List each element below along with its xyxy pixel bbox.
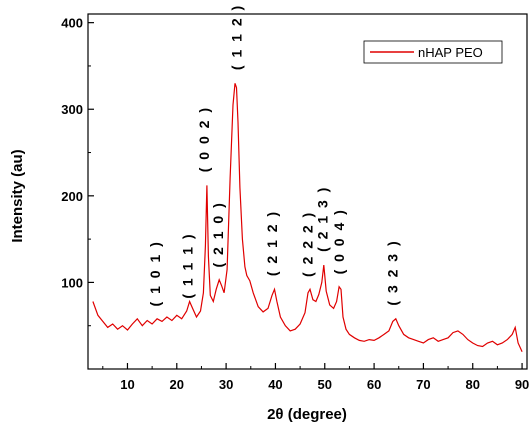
x-tick-label: 70 [416, 377, 430, 392]
x-tick-label: 10 [120, 377, 134, 392]
peak-label: ( 1 0 1 ) [147, 240, 163, 306]
x-tick-label: 80 [466, 377, 480, 392]
peak-label: ( 2 1 3 ) [314, 186, 330, 252]
x-tick-label: 30 [219, 377, 233, 392]
peak-label: ( 3 2 3 ) [385, 239, 401, 305]
peak-label: ( 1 1 1 ) [179, 232, 195, 298]
y-tick-label: 400 [61, 16, 83, 31]
y-tick-label: 100 [61, 275, 83, 290]
peak-label: ( 2 1 0 ) [210, 201, 226, 267]
legend-label: nHAP PEO [418, 45, 483, 60]
x-tick-label: 90 [515, 377, 529, 392]
y-axis-label: Intensity (au) [9, 149, 26, 242]
legend: nHAP PEO [363, 40, 503, 64]
peak-label: ( 0 0 4 ) [331, 208, 347, 274]
x-tick-label: 60 [367, 377, 381, 392]
peak-label: ( 2 1 2 ) [264, 210, 280, 276]
x-tick-label: 50 [318, 377, 332, 392]
y-tick-label: 200 [61, 189, 83, 204]
peak-label: ( 1 1 2 ) [229, 4, 245, 70]
series-line-nhap-peo [92, 83, 523, 352]
plot-frame [87, 13, 528, 370]
x-tick-label: 20 [170, 377, 184, 392]
legend-box [363, 40, 503, 64]
peak-label: ( 0 0 2 ) [196, 106, 212, 172]
x-tick-label: 40 [268, 377, 282, 392]
y-axis: 100 200 300 400 [61, 16, 94, 327]
y-tick-label: 300 [61, 102, 83, 117]
peak-labels: ( 1 0 1 ) ( 1 1 1 ) ( 0 0 2 ) ( 2 1 0 ) ( 1 … [147, 4, 401, 307]
peak-label: ( 2 2 2 ) [300, 211, 316, 277]
x-axis: 10 20 30 40 50 60 70 80 90 [102, 363, 529, 392]
x-axis-label: 2θ (degree) [267, 406, 347, 423]
